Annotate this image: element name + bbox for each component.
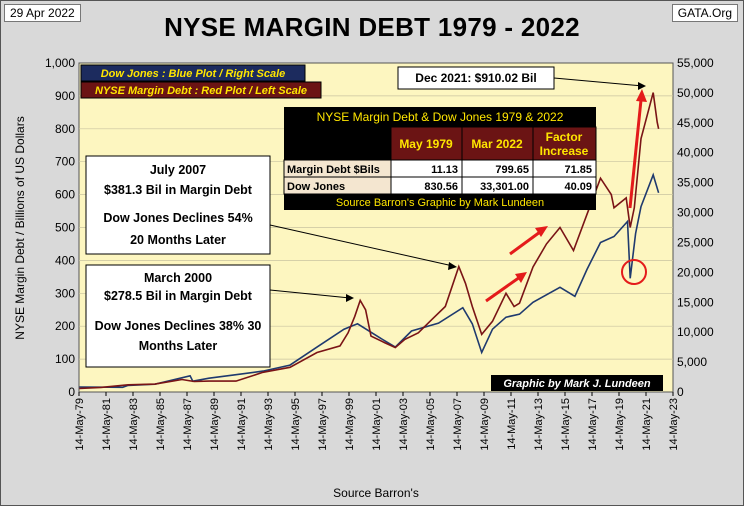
arrowhead [448, 262, 457, 270]
arrowhead [515, 272, 527, 283]
table-footer: Source Barron's Graphic by Mark Lundeen [336, 197, 544, 209]
mar2000-l4: Months Later [139, 339, 218, 353]
table-cell: 40.09 [564, 181, 592, 193]
y-right-tick-label: 45,000 [677, 116, 714, 130]
y-left-tick-label: 1,000 [45, 56, 75, 70]
table-header: Increase [540, 144, 589, 158]
y-left-tick-label: 300 [55, 286, 75, 300]
y-right-tick-label: 10,000 [677, 325, 714, 339]
table-cell: 71.85 [564, 164, 592, 176]
x-tick-label: 14-May-17 [587, 398, 599, 451]
y-left-tick-label: 100 [55, 352, 75, 366]
table-row-label: Dow Jones [287, 181, 345, 193]
x-tick-label: 14-May-83 [128, 398, 140, 451]
y-right-tick-label: 40,000 [677, 146, 714, 160]
table-row-label: Margin Debt $Bils [287, 164, 380, 176]
arrowhead [638, 82, 646, 90]
arrowhead [636, 89, 647, 102]
trend-arrow [628, 99, 643, 209]
jul2007-callout [85, 155, 271, 255]
margin-debt-series [79, 92, 660, 390]
y-left-tick-label: 400 [55, 253, 75, 267]
x-tick-label: 14-May-09 [479, 398, 491, 451]
credit-text: Graphic by Mark J. Lundeen [503, 378, 651, 390]
x-tick-label: 14-May-91 [236, 398, 248, 451]
y-right-tick-label: 25,000 [677, 235, 714, 249]
x-tick-label: 14-May-21 [641, 398, 653, 451]
x-tick-label: 14-May-05 [425, 398, 437, 451]
y-right-tick-label: 15,000 [677, 295, 714, 309]
dec2021-text: Dec 2021: $910.02 Bil [415, 71, 536, 85]
y-left-tick-label: 200 [55, 319, 75, 333]
x-tick-label: 14-May-15 [560, 398, 572, 451]
legend-red-text: NYSE Margin Debt : Red Plot / Left Scale [95, 85, 307, 97]
source-tag: GATA.Org [671, 4, 738, 22]
x-tick-label: 14-May-81 [101, 398, 113, 451]
x-tick-label: 14-May-93 [263, 398, 275, 451]
credit-box [491, 375, 663, 391]
y-right-tick-label: 30,000 [677, 206, 714, 220]
x-axis-label: Source Barron's [333, 486, 419, 500]
x-tick-label: 14-May-87 [182, 398, 194, 451]
table-header: Factor [546, 130, 583, 144]
y-axis-label: NYSE Margin Debt / Billions of US Dollar… [13, 116, 27, 339]
y-right-tick-label: 20,000 [677, 265, 714, 279]
jul2007-pointer [269, 224, 454, 267]
date-label: 29 Apr 2022 [4, 4, 81, 22]
table-cell: 33,301.00 [480, 181, 529, 193]
mar2000-l2: $278.5 Bil in Margin Debt [104, 289, 253, 303]
covid-dip-circle [621, 259, 647, 285]
x-tick-label: 14-May-07 [452, 398, 464, 451]
jul2007-l4: 20 Months Later [130, 233, 226, 247]
x-tick-label: 14-May-23 [668, 398, 680, 451]
table-cell: 11.13 [431, 164, 458, 176]
jul2007-l1: July 2007 [150, 163, 206, 177]
y-left-tick-label: 900 [55, 89, 75, 103]
y-left-tick-label: 800 [55, 122, 75, 136]
x-tick-label: 14-May-13 [533, 398, 545, 451]
table-title: NYSE Margin Debt & Dow Jones 1979 & 2022 [317, 110, 564, 124]
x-tick-label: 14-May-79 [74, 398, 86, 451]
trend-arrow [485, 275, 521, 303]
x-tick-label: 14-May-01 [371, 398, 383, 451]
x-tick-label: 14-May-19 [614, 398, 626, 451]
jul2007-l2: $381.3 Bil in Margin Debt [104, 183, 253, 197]
dec2021-pointer [553, 77, 644, 87]
arrowhead [535, 226, 548, 237]
y-left-tick-label: 500 [55, 221, 75, 235]
y-right-tick-label: 55,000 [677, 56, 714, 70]
x-tick-label: 14-May-11 [506, 398, 518, 450]
y-left-tick-label: 600 [55, 188, 75, 202]
x-tick-label: 14-May-03 [398, 398, 410, 451]
y-right-tick-label: 50,000 [677, 86, 714, 100]
jul2007-l3: Dow Jones Declines 54% [103, 211, 252, 225]
y-right-tick-label: 0 [677, 385, 684, 399]
table-cell: 799.65 [495, 164, 529, 176]
y-left-tick-label: 700 [55, 155, 75, 169]
mar2000-callout [85, 264, 271, 368]
legend-blue-box [80, 64, 306, 82]
x-tick-label: 14-May-95 [290, 398, 302, 451]
x-tick-label: 14-May-89 [209, 398, 221, 451]
table-header: Mar 2022 [471, 137, 523, 151]
legend-blue-text: Dow Jones : Blue Plot / Right Scale [101, 68, 286, 80]
legend-red-box [80, 81, 322, 99]
dow-jones-series [79, 172, 660, 389]
y-right-tick-label: 5,000 [677, 355, 707, 369]
trend-arrow [509, 230, 541, 256]
mar2000-l1: March 2000 [144, 271, 212, 285]
x-tick-label: 14-May-85 [155, 398, 167, 451]
arrowhead [346, 294, 354, 302]
stats-table: NYSE Margin Debt & Dow Jones 1979 & 2022… [283, 107, 597, 210]
chart-title: NYSE MARGIN DEBT 1979 - 2022 [164, 12, 580, 42]
x-tick-label: 14-May-99 [344, 398, 356, 451]
y-left-tick-label: 0 [68, 385, 75, 399]
mar2000-pointer [269, 289, 351, 299]
table-header: May 1979 [399, 137, 453, 151]
table-cell: 830.56 [424, 181, 458, 193]
y-right-tick-label: 35,000 [677, 176, 714, 190]
mar2000-l3: Dow Jones Declines 38% 30 [95, 319, 262, 333]
x-tick-label: 14-May-97 [317, 398, 329, 451]
